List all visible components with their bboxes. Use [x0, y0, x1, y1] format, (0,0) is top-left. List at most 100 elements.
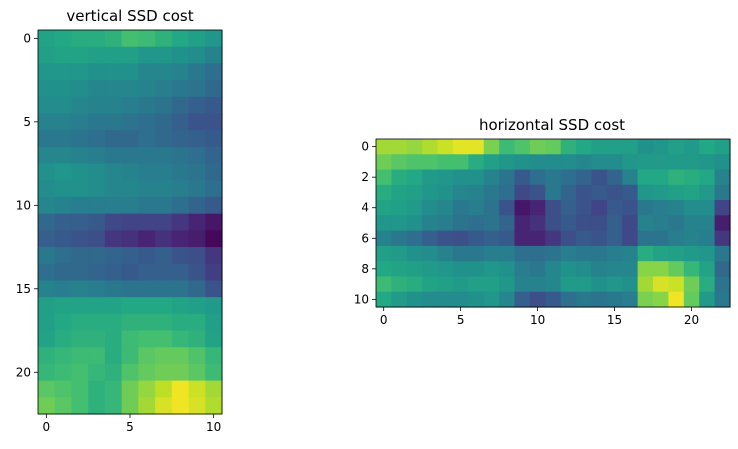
heatmap-cell — [468, 139, 485, 155]
heatmap-cell — [437, 230, 454, 247]
heatmap-cell — [468, 154, 485, 171]
heatmap-cell — [683, 215, 700, 232]
heatmap-cell — [468, 261, 485, 278]
heatmap-cell — [88, 347, 106, 365]
heatmap-cell — [668, 139, 685, 155]
heatmap-cell — [171, 213, 190, 231]
heatmap-cell — [499, 154, 516, 171]
heatmap-cell — [71, 330, 89, 348]
heatmap-cell — [205, 96, 223, 115]
heatmap-cell — [121, 330, 139, 348]
heatmap-cell — [54, 146, 73, 165]
heatmap-cell — [468, 291, 485, 308]
heatmap-cell — [155, 80, 173, 98]
heatmap-cell — [54, 80, 73, 98]
heatmap-cell — [514, 276, 531, 293]
x-tick-label: 0 — [380, 313, 388, 327]
heatmap-cell — [188, 297, 206, 315]
heatmap-cell — [121, 280, 139, 298]
heatmap-cell — [121, 63, 139, 81]
heatmap-cell — [88, 196, 106, 215]
heatmap-cell — [376, 169, 392, 186]
heatmap-cell — [38, 63, 56, 81]
heatmap-cell — [88, 180, 106, 198]
heatmap-cell — [205, 363, 223, 382]
heatmap-cell — [683, 154, 700, 171]
heatmap-cell — [406, 276, 423, 293]
heatmap-cell — [121, 213, 139, 231]
heatmap-cell — [155, 146, 173, 165]
heatmap-cell — [88, 213, 106, 231]
heatmap-cell — [576, 154, 593, 171]
heatmap-cell — [188, 313, 206, 332]
heatmap-cell — [653, 230, 670, 247]
heatmap-cell — [188, 196, 206, 215]
heatmap-cell — [699, 276, 716, 293]
heatmap-cell — [560, 184, 577, 201]
heatmap-cell — [121, 113, 139, 131]
heatmap-cell — [468, 215, 485, 232]
heatmap-cell — [499, 184, 516, 201]
heatmap-cell — [683, 291, 700, 308]
heatmap-cell — [406, 261, 423, 278]
heatmap-cell — [622, 291, 639, 308]
heatmap-cell — [155, 180, 173, 198]
heatmap-cell — [422, 291, 439, 308]
heatmap-cell — [529, 230, 546, 247]
axis-ticks: 0 5 10 15 20 0 2 4 6 8 10 — [354, 140, 699, 327]
heatmap-cell — [529, 154, 546, 171]
heatmap-cell — [576, 169, 593, 186]
heatmap-cell — [591, 154, 608, 171]
heatmap-cell — [54, 213, 73, 231]
heatmap-cell — [88, 80, 106, 98]
heatmap-cell — [54, 297, 73, 315]
heatmap-cells — [38, 30, 223, 415]
heatmap-cell — [71, 313, 89, 332]
heatmap-cell — [683, 245, 700, 262]
heatmap-cell — [71, 130, 89, 148]
heatmap-cell — [483, 169, 500, 186]
heatmap-cell — [653, 184, 670, 201]
heatmap-cell — [391, 291, 408, 308]
heatmap-cell — [38, 247, 56, 265]
heatmap-cell — [104, 130, 123, 148]
heatmap-cell — [422, 139, 439, 155]
heatmap-cell — [171, 363, 190, 382]
heatmap-cell — [138, 230, 156, 248]
heatmap-cell — [71, 280, 89, 298]
heatmap-cell — [38, 230, 56, 248]
heatmap-cell — [104, 380, 123, 398]
heatmap-cell — [188, 146, 206, 165]
heatmap-cell — [483, 200, 500, 216]
heatmap-cell — [499, 261, 516, 278]
heatmap-cell — [88, 146, 106, 165]
heatmap-cell — [714, 230, 731, 247]
heatmap-cell — [606, 230, 623, 247]
heatmap-cell — [560, 200, 577, 216]
heatmap-cell — [205, 46, 223, 64]
heatmap-cell — [714, 276, 731, 293]
heatmap-cell — [391, 261, 408, 278]
heatmap-cell — [376, 139, 392, 155]
heatmap-cell — [391, 154, 408, 171]
heatmap-cell — [188, 380, 206, 398]
heatmap-cell — [54, 163, 73, 181]
heatmap-cell — [499, 215, 516, 232]
heatmap-cell — [406, 291, 423, 308]
heatmap-cell — [514, 261, 531, 278]
heatmap-cell — [622, 154, 639, 171]
heatmap-cell — [483, 184, 500, 201]
heatmap-cell — [499, 139, 516, 155]
heatmap-cell — [38, 113, 56, 131]
heatmap-cell — [699, 154, 716, 171]
heatmap-cell — [560, 169, 577, 186]
heatmap-cell — [171, 247, 190, 265]
heatmap-cell — [560, 154, 577, 171]
heatmap-cell — [591, 215, 608, 232]
heatmap-cell — [406, 154, 423, 171]
heatmap-cell — [155, 280, 173, 298]
y-tick-label: 5 — [23, 115, 31, 129]
heatmap-cell — [545, 215, 562, 232]
heatmap-cell — [668, 169, 685, 186]
heatmap-cell — [88, 63, 106, 81]
